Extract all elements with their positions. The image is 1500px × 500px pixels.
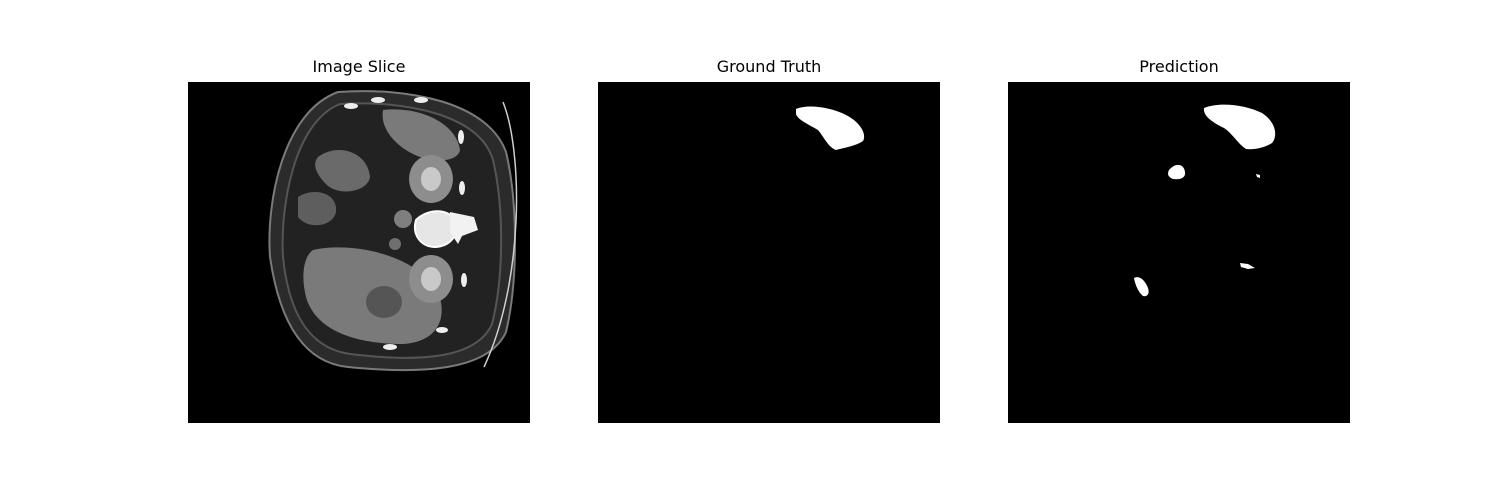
ground-truth-mask (598, 82, 940, 423)
prediction-title: Prediction (1139, 57, 1219, 76)
ground-truth-title: Ground Truth (716, 57, 822, 76)
ground-truth-panel (598, 82, 940, 423)
prediction-mask (1008, 82, 1350, 423)
image-slice-panel (188, 82, 530, 423)
image-slice-title: Image Slice (312, 57, 406, 76)
ct-scan-image (188, 82, 530, 423)
prediction-panel (1008, 82, 1350, 423)
